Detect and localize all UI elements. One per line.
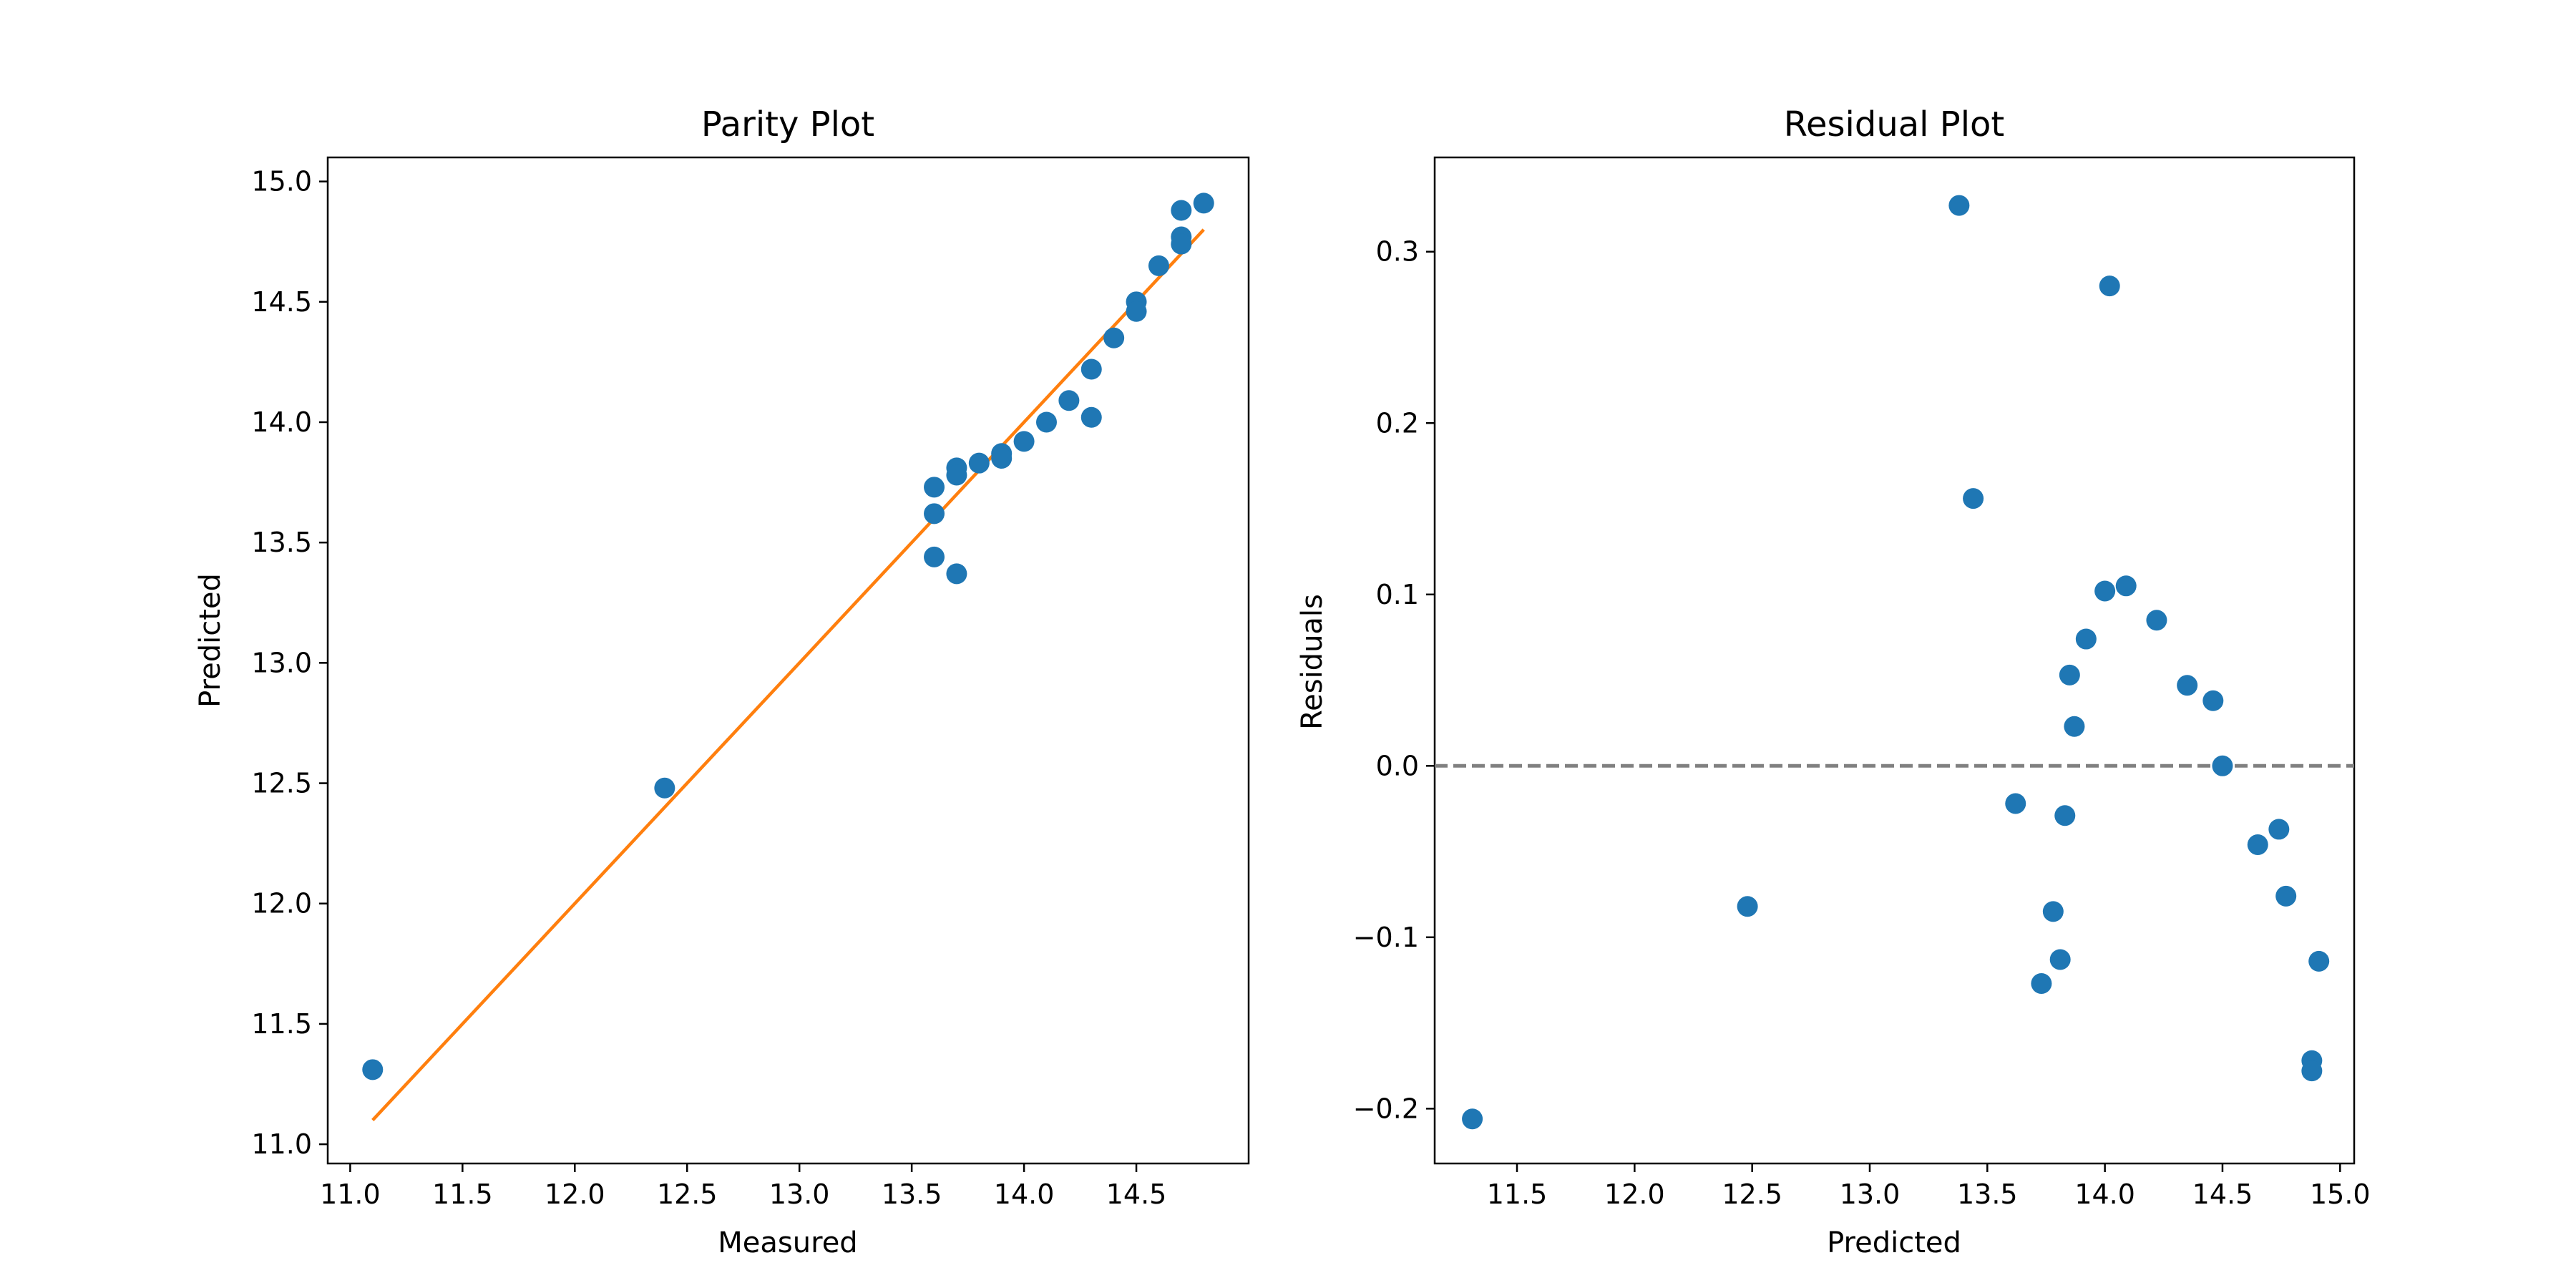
- parity-plot-point: [968, 452, 990, 474]
- residual-plot-axes: [1433, 156, 2356, 1165]
- residual-plot-point: [1462, 1108, 1483, 1130]
- residual-plot-x-tick-label: 12.0: [1604, 1179, 1665, 1210]
- residual-plot-point: [2042, 901, 2064, 922]
- parity-plot-point: [924, 477, 945, 498]
- residual-plot-frame: [1433, 156, 2356, 1165]
- residual-plot-point: [2268, 819, 2290, 840]
- parity-plot-point: [654, 777, 675, 799]
- parity-plot-point: [1080, 406, 1102, 428]
- residual-plot-x-tick-label: 13.5: [1957, 1179, 2018, 1210]
- parity-plot-point: [1035, 411, 1057, 433]
- parity-plot: 11.0 11.5 12.0 12.5 13.0 13.5 14.0 14.5 11.0 11.5…: [194, 104, 1250, 1259]
- parity-plot-point: [924, 503, 945, 525]
- residual-plot-y-tick-label: 0.3: [1376, 236, 1419, 268]
- residual-plot-point: [2064, 716, 2085, 737]
- residual-plot-point: [2275, 885, 2297, 907]
- parity-plot-point: [991, 447, 1013, 469]
- parity-plot-x-tick-label: 13.0: [769, 1179, 830, 1210]
- parity-plot-y-tick-label: 11.0: [251, 1128, 312, 1160]
- parity-plot-marks: [362, 192, 1214, 1121]
- parity-plot-y-tick-label: 12.0: [251, 888, 312, 919]
- parity-plot-y-tick-label: 14.5: [251, 286, 312, 318]
- parity-plot-ticks: 11.0 11.5 12.0 12.5 13.0 13.5 14.0 14.5 11.0 11.5…: [251, 166, 1166, 1210]
- parity-plot-axes: [326, 156, 1250, 1165]
- residual-plot-point: [1737, 896, 1758, 917]
- residual-plot-point: [2212, 755, 2233, 776]
- parity-plot-x-tick-label: 12.0: [545, 1179, 605, 1210]
- residual-plot-y-axis-label: Residuals: [1296, 594, 1329, 730]
- residual-plot: 11.5 12.0 12.5 13.0 13.5 14.0 14.5 15.0 −0.2 −0.1…: [1296, 104, 2371, 1259]
- parity-plot-point: [1058, 390, 1080, 411]
- residual-plot-point: [2115, 575, 2137, 597]
- residual-plot-y-tick-label: 0.0: [1376, 750, 1419, 781]
- residual-plot-x-tick-label: 12.5: [1722, 1179, 1782, 1210]
- parity-plot-point: [946, 464, 967, 486]
- parity-plot-point: [924, 546, 945, 567]
- parity-plot-x-axis-label: Measured: [718, 1226, 857, 1259]
- residual-plot-x-tick-label: 15.0: [2310, 1179, 2371, 1210]
- residual-plot-point: [2075, 628, 2097, 650]
- parity-plot-y-axis-label: Predicted: [194, 573, 227, 708]
- parity-plot-frame: [326, 156, 1250, 1165]
- residual-plot-x-tick-label: 14.5: [2192, 1179, 2253, 1210]
- parity-plot-x-tick-label: 11.5: [432, 1179, 493, 1210]
- residual-plot-point: [2301, 1060, 2323, 1082]
- residual-plot-point: [2202, 690, 2224, 711]
- residual-plot-point: [2054, 805, 2076, 826]
- residual-plot-y-tick-label: 0.1: [1376, 579, 1419, 610]
- parity-plot-point: [1013, 431, 1035, 452]
- parity-plot-fit-line: [371, 228, 1205, 1121]
- parity-plot-point: [1193, 192, 1214, 214]
- residual-plot-x-tick-label: 11.5: [1487, 1179, 1548, 1210]
- residual-plot-point: [2005, 793, 2026, 814]
- parity-plot-y-tick-label: 15.0: [251, 166, 312, 197]
- residual-plot-point: [2099, 275, 2120, 297]
- parity-plot-x-tick-label: 13.5: [882, 1179, 942, 1210]
- parity-plot-y-tick-label: 13.5: [251, 527, 312, 558]
- parity-plot-x-tick-label: 12.5: [657, 1179, 718, 1210]
- residual-plot-title: Residual Plot: [1784, 104, 2004, 145]
- parity-plot-point: [1080, 358, 1102, 380]
- parity-plot-y-tick-label: 11.5: [251, 1008, 312, 1040]
- parity-plot-point: [1171, 233, 1192, 255]
- parity-plot-point: [362, 1059, 384, 1080]
- residual-plot-point: [2177, 675, 2198, 696]
- residual-plot-ticks: 11.5 12.0 12.5 13.0 13.5 14.0 14.5 15.0 −0.2 −0.1…: [1353, 236, 2371, 1210]
- residual-plot-point: [2031, 973, 2052, 995]
- residual-plot-point: [2308, 950, 2330, 972]
- residual-plot-y-tick-label: −0.1: [1353, 922, 1419, 953]
- parity-plot-y-tick-label: 14.0: [251, 406, 312, 438]
- parity-plot-y-tick-label: 12.5: [251, 768, 312, 799]
- parity-plot-point: [1103, 327, 1125, 348]
- parity-plot-point: [1171, 200, 1192, 221]
- residual-plot-y-tick-label: −0.2: [1353, 1093, 1419, 1124]
- residual-plot-point: [2247, 834, 2268, 855]
- parity-plot-y-tick-label: 13.0: [251, 647, 312, 678]
- parity-plot-point: [1148, 255, 1169, 276]
- residual-plot-x-tick-label: 13.0: [1840, 1179, 1901, 1210]
- residual-plot-point: [2094, 580, 2116, 602]
- residual-plot-point: [2146, 610, 2167, 631]
- residual-plot-x-tick-label: 14.0: [2074, 1179, 2135, 1210]
- residual-plot-point: [2059, 664, 2080, 686]
- residual-plot-x-axis-label: Predicted: [1827, 1226, 1961, 1259]
- residual-plot-point: [1948, 195, 1970, 216]
- parity-plot-point: [1126, 301, 1147, 322]
- parity-plot-title: Parity Plot: [701, 104, 874, 145]
- parity-plot-point: [946, 563, 967, 585]
- residual-plot-y-tick-label: 0.2: [1376, 407, 1419, 439]
- parity-plot-x-tick-label: 14.0: [994, 1179, 1055, 1210]
- residual-plot-marks: [1435, 195, 2354, 1130]
- residual-plot-point: [2049, 949, 2071, 970]
- residual-plot-point: [1963, 488, 1984, 509]
- parity-plot-x-tick-label: 14.5: [1106, 1179, 1167, 1210]
- parity-plot-x-tick-label: 11.0: [320, 1179, 381, 1210]
